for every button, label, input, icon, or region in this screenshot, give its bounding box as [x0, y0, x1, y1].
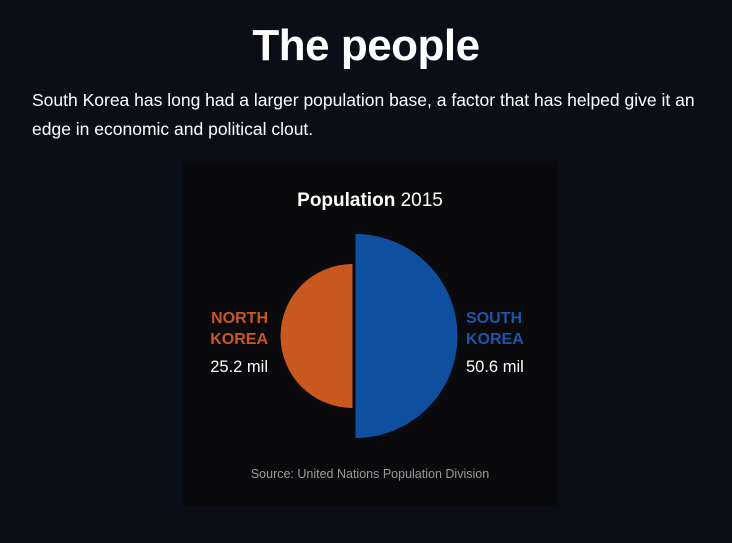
south-korea-label: SOUTH KOREA	[466, 308, 524, 350]
chart-title-year: 2015	[400, 190, 443, 211]
north-korea-value: 25.2 mil	[210, 358, 268, 376]
population-chart	[280, 234, 458, 438]
page-title: The people	[252, 21, 480, 70]
south-korea-value: 50.6 mil	[466, 358, 524, 376]
north-korea-label-line-2: KOREA	[210, 331, 268, 348]
south-korea-half-circle	[355, 234, 458, 438]
intro-text: South Korea has long had a larger popula…	[32, 90, 695, 139]
south-korea-label-line-2: KOREA	[466, 331, 524, 348]
south-korea-label-line-1: SOUTH	[466, 310, 522, 327]
north-korea-label: NORTH KOREA	[210, 308, 268, 350]
population-graphic: Population 2015 NORTH KOREA 25.2 mil SOU…	[183, 161, 557, 506]
chart-title-main: Population	[297, 190, 396, 211]
north-korea-half-circle	[280, 264, 353, 408]
chart-source: Source: United Nations Population Divisi…	[250, 467, 490, 481]
north-korea-label-line-1: NORTH	[211, 310, 268, 327]
chart-title: Population 2015	[183, 189, 557, 213]
